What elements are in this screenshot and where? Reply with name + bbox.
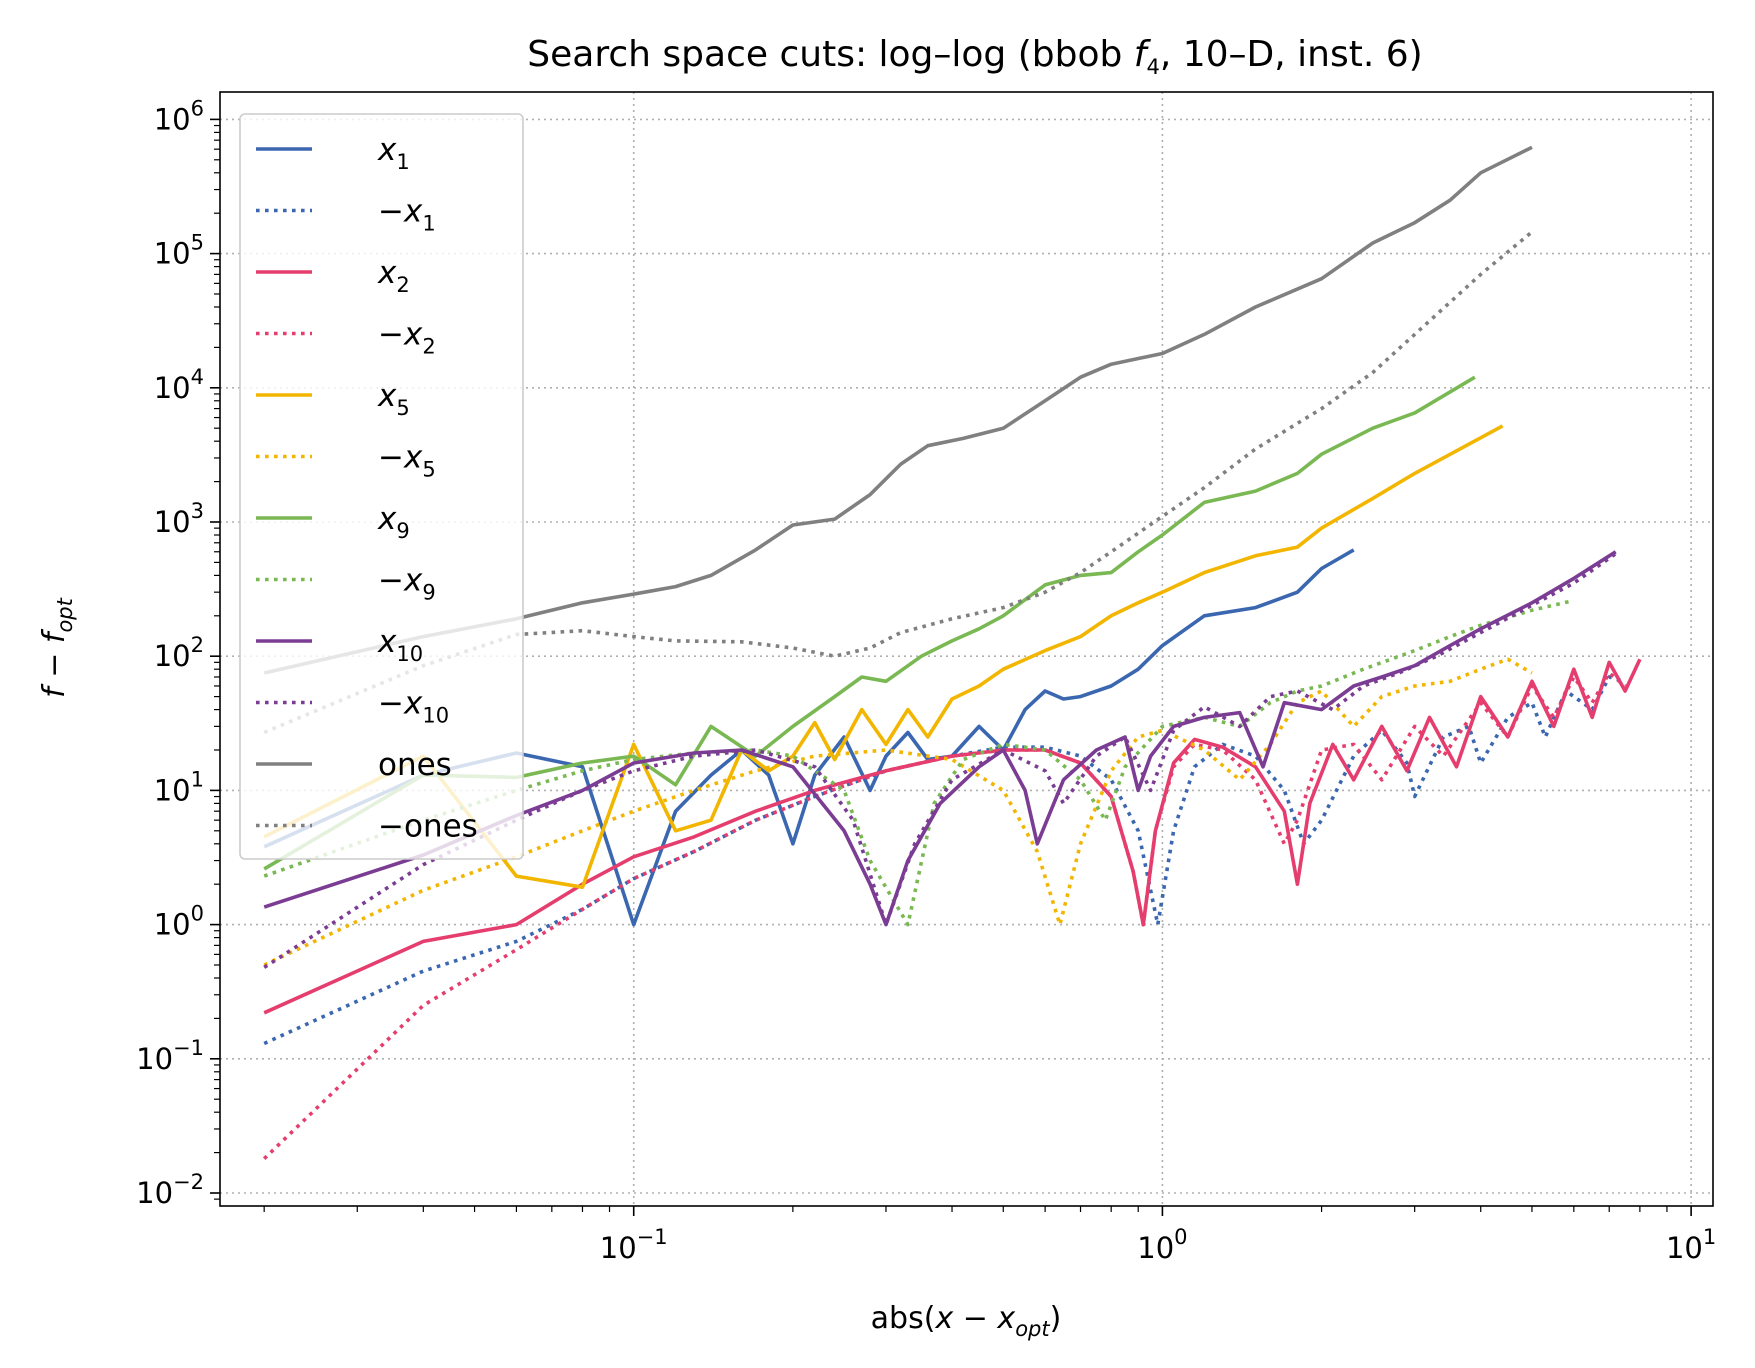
series-line-x5 <box>263 424 1504 890</box>
legend-label: −x1 <box>378 194 436 236</box>
series-line-x2 <box>263 658 1642 1015</box>
y-tick-label: 104 <box>154 365 204 405</box>
legend: x1 −x1 x2 −x2 x5 −x5 x9 −x9 x10 −x10 ones −ones <box>239 113 524 860</box>
series-line-x9 <box>263 375 1476 871</box>
legend-label: x5 <box>377 378 410 420</box>
x-axis-label: abs(x − xopt) <box>871 1301 1062 1341</box>
y-tick-label: 103 <box>154 499 204 539</box>
x-tick-label: 10−1 <box>600 1225 668 1265</box>
series-line-neg-x9 <box>263 598 1575 927</box>
legend-label: −x2 <box>378 317 436 359</box>
y-tick-label: 100 <box>154 902 204 942</box>
series-line-neg-x2 <box>262 671 1627 1160</box>
series-line-neg-x1 <box>263 675 1626 1046</box>
series-line-neg-ones <box>263 230 1534 735</box>
legend-label: −ones <box>378 809 478 845</box>
series-line-x10 <box>263 550 1617 927</box>
series-line-ones <box>263 145 1533 675</box>
series-line-neg-x5 <box>263 657 1533 967</box>
series-line-x1 <box>263 548 1355 927</box>
plot-series <box>262 145 1642 1160</box>
legend-label: −x10 <box>378 686 449 728</box>
x-tick-label: 101 <box>1666 1225 1716 1265</box>
y-tick-label: 10−2 <box>136 1170 204 1210</box>
legend-label: ones <box>378 747 452 783</box>
legend-label: x2 <box>377 255 410 297</box>
x-tick-label: 100 <box>1137 1225 1187 1265</box>
axis-ticks: 10−1 100 101 10−2 10−1 100 101 102 103 104 105 106 <box>136 96 1716 1265</box>
legend-label: −x9 <box>378 563 436 605</box>
y-tick-label: 10−1 <box>136 1036 204 1076</box>
y-tick-label: 102 <box>154 633 204 673</box>
legend-box <box>239 113 524 860</box>
axes-frame <box>219 91 1714 1207</box>
legend-label: x1 <box>377 132 410 174</box>
legend-label: −x5 <box>378 440 436 482</box>
legend-label: x9 <box>377 501 410 543</box>
legend-label: x10 <box>377 624 423 666</box>
y-tick-label: 105 <box>154 231 204 271</box>
y-axis-label: f − fopt <box>37 597 77 698</box>
legend-entries: x1 −x1 x2 −x2 x5 −x5 x9 −x9 x10 −x10 ones −ones <box>256 132 478 845</box>
y-tick-label: 106 <box>154 96 204 136</box>
chart-title: Search space cuts: log–log (bbob f4, 10–… <box>527 34 1422 79</box>
y-tick-label: 101 <box>154 767 204 807</box>
